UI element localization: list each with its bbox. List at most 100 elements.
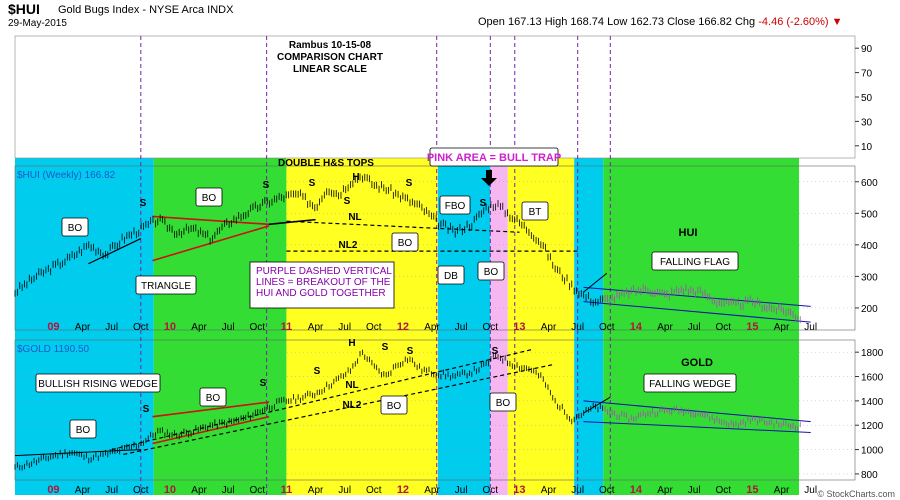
time-tick-label: Apr [308, 322, 324, 333]
time-tick-label: 15 [746, 321, 758, 333]
time-tick-label: Jul [804, 485, 817, 496]
bull-trap-arrow-icon [481, 170, 497, 186]
falling-wedge-label-box [643, 373, 737, 393]
shoulder-label-gold-2: S [382, 342, 389, 353]
time-tick-label: Apr [774, 485, 790, 496]
time-tick-label: Oct [483, 322, 499, 333]
gold-tick-label: 1000 [861, 446, 884, 457]
shoulder-label-gold-5: S [492, 346, 499, 357]
hui-series [14, 173, 801, 324]
time-tick-label: Jul [688, 485, 701, 496]
title-line-1: Rambus 10-15-08 [289, 40, 372, 51]
time-tick-label: Apr [191, 322, 207, 333]
rsi-tick-label: 30 [861, 117, 873, 128]
shoulder-label-hui-4: S [140, 198, 147, 209]
watermark: © StockCharts.com [817, 489, 895, 499]
chg-label: Chg [734, 16, 756, 28]
nl2-label-gold: NL2 [343, 400, 362, 411]
bo-label-gold-4-text: BO [496, 398, 511, 409]
triangle-bottom-line [152, 225, 270, 262]
bo-label-hui-3-box [391, 232, 419, 252]
gold-tick-label: 1400 [861, 397, 884, 408]
time-tick-label: Jul [571, 485, 584, 496]
time-tick-label: Oct [133, 485, 149, 496]
title-line-2: COMPARISON CHART [277, 52, 383, 63]
time-axis-bottom: 09 Apr Jul Oct 10 Apr Jul Oct 11 Apr Jul Oct 12 Apr Ju… [47, 484, 817, 496]
time-tick-label: 11 [281, 484, 293, 496]
head-label-gold: H [348, 338, 355, 349]
band-green-2 [603, 150, 800, 495]
bo-label-gold-2-box [199, 387, 227, 407]
time-tick-label: Oct [599, 485, 615, 496]
time-tick-label: Jul [338, 322, 351, 333]
hui-big-label: HUI [679, 227, 698, 239]
time-tick-label: Apr [75, 485, 91, 496]
purple-note-box [249, 261, 395, 309]
hui-tick-label: 400 [861, 241, 878, 252]
nl2-label-hui: NL2 [339, 240, 358, 251]
time-tick-label: 11 [281, 321, 293, 333]
bullish-wedge-label: BULLISH RISING WEDGE [35, 373, 161, 393]
pink-area-label: PINK AREA = BULL TRAP [427, 147, 561, 167]
hui-tick-label: 600 [861, 178, 878, 189]
bo-label-hui-2: BO [195, 187, 223, 207]
bo-label-gold-1-box [69, 419, 97, 439]
shoulder-label-gold-0: S [260, 378, 267, 389]
gold-series [14, 349, 801, 471]
time-tick-label: Jul [222, 485, 235, 496]
bull-trap-arrow-shaft [486, 170, 492, 178]
time-tick-label: Oct [483, 485, 499, 496]
time-tick-label: Oct [250, 485, 266, 496]
gold-lower-dashed [123, 363, 555, 456]
time-tick-label: 12 [397, 321, 409, 333]
shoulder-label-gold-4: S [143, 404, 150, 415]
hui-tick-label: 300 [861, 272, 878, 283]
gold-wedge-breakout [583, 396, 611, 414]
bullish-wedge-label-text: BULLISH RISING WEDGE [38, 379, 158, 390]
time-tick-label: Oct [366, 485, 382, 496]
bt-label-text: BT [529, 207, 542, 218]
time-tick-label: 14 [630, 321, 643, 333]
gold-panel-label: $GOLD 1190.50 [17, 344, 90, 355]
neckline-label-hui: NL [348, 212, 361, 223]
shoulder-label-hui-1: S [309, 178, 316, 189]
shoulder-label-hui-0: S [263, 180, 270, 191]
falling-flag-label-box [651, 251, 739, 271]
purple-note-line: PURPLE DASHED VERTICAL [256, 266, 392, 277]
double-hs-title: DOUBLE H&S TOPS [278, 158, 374, 169]
band-yellow-1 [286, 150, 438, 495]
head-label-hui: H [352, 172, 359, 183]
fbo-label-text: FBO [445, 201, 466, 212]
shoulder-label-hui-3: S [406, 178, 413, 189]
close-value: 166.82 [698, 16, 732, 28]
bo-label-hui-1-text: BO [68, 223, 83, 234]
chart-symbol: $HUI [8, 1, 40, 17]
band-cyan-3 [574, 150, 604, 495]
wedge-top-line [152, 401, 270, 418]
time-axis-middle: 09 Apr Jul Oct 10 Apr Jul Oct 11 Apr Jul Oct 12 Apr Ju… [47, 321, 817, 333]
falling-wedge-label: FALLING WEDGE [643, 373, 737, 393]
falling-flag-label-text: FALLING FLAG [660, 257, 730, 268]
bullish-wedge-label-box [35, 373, 161, 393]
triangle-top-line [152, 215, 270, 226]
wedge-bottom-line [152, 415, 270, 445]
time-tick-label: Apr [424, 322, 440, 333]
time-tick-label: Jul [222, 322, 235, 333]
bo-label-hui-3: BO [391, 232, 419, 252]
hui-panel-label: $HUI (Weekly) 166.82 [17, 170, 116, 181]
time-tick-label: Oct [133, 322, 149, 333]
shoulder-label-hui-5: S [480, 198, 487, 209]
triangle-label: TRIANGLE [135, 275, 197, 295]
time-tick-label: 13 [513, 484, 525, 496]
time-tick-label: Jul [105, 322, 118, 333]
hui-neckline [286, 220, 520, 233]
close-label: Close [667, 16, 696, 28]
bt-label: BT [521, 201, 549, 221]
purple-note-line: HUI AND GOLD TOGETHER [256, 288, 386, 299]
time-tick-label: Apr [541, 322, 557, 333]
rsi-panel [14, 35, 856, 159]
bull-trap-arrow-head [481, 178, 497, 186]
bo-label-hui-4-box [477, 261, 505, 281]
fbo-label-box [439, 195, 471, 215]
